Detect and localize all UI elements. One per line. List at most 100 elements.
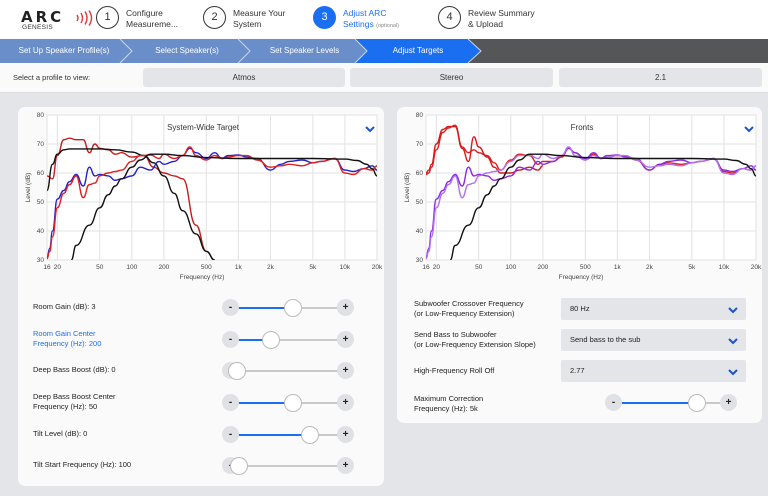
fronts-panel: 16 20 50 100 200 500 1k 2k 5k 10k 20k 30 40 50 60 70 80 F… bbox=[397, 107, 762, 423]
crossover-value: 80 Hz bbox=[570, 304, 590, 313]
slider[interactable]: -+ bbox=[222, 298, 354, 318]
step-label: Measure Your System bbox=[233, 8, 285, 30]
slider-knob[interactable] bbox=[230, 457, 249, 475]
send-bass-value: Send bass to the sub bbox=[570, 335, 641, 344]
step-label-line2: Measureme... bbox=[126, 19, 178, 29]
breadcrumb-set-up-speaker-profiles[interactable]: Set Up Speaker Profile(s) bbox=[18, 46, 110, 55]
slider-track[interactable] bbox=[620, 402, 722, 404]
slider-knob[interactable] bbox=[261, 331, 280, 349]
x-tick-label: 200 bbox=[537, 264, 548, 271]
step-label: Configure Measureme... bbox=[126, 8, 178, 30]
chevron-down-icon[interactable] bbox=[743, 124, 755, 134]
slider-fill bbox=[237, 307, 294, 309]
x-tick-label: 200 bbox=[158, 264, 169, 271]
increase-button[interactable]: + bbox=[337, 362, 354, 379]
label-line: Tilt Level (dB): 0 bbox=[33, 429, 88, 438]
decrease-button[interactable]: - bbox=[605, 394, 622, 411]
profile-button-2-1[interactable]: 2.1 bbox=[559, 68, 762, 87]
slider-label: Room Gain Center Frequency (Hz): 200 bbox=[33, 329, 101, 349]
plot-area bbox=[425, 114, 757, 261]
y-axis-label: Level (dB) bbox=[25, 173, 32, 203]
system-wide-chart: 16 20 50 100 200 500 1k 2k 5k 10k 20k 30 40 50 60 70 80 F… bbox=[25, 112, 383, 281]
slider-fill bbox=[620, 402, 697, 404]
slider-track[interactable] bbox=[237, 465, 339, 467]
x-axis-label: Frequency (Hz) bbox=[180, 274, 225, 281]
slider-track[interactable] bbox=[237, 370, 339, 372]
logo-subtext: GENESIS bbox=[22, 24, 53, 31]
breadcrumb-sep-1 bbox=[119, 39, 133, 63]
label-line: Frequency (Hz): 200 bbox=[33, 339, 102, 348]
hf-rolloff-select[interactable]: 2.77 bbox=[561, 360, 746, 382]
x-tick-label: 500 bbox=[201, 264, 212, 271]
decrease-button[interactable]: - bbox=[222, 299, 239, 316]
breadcrumb-sep-3 bbox=[354, 39, 368, 63]
step-label-line1: Configure bbox=[126, 8, 163, 18]
x-tick-label: 20 bbox=[433, 264, 441, 271]
x-tick-label: 500 bbox=[580, 264, 591, 271]
label-line: Frequency (Hz): 50 bbox=[33, 402, 98, 411]
step-label-line1: Adjust ARC bbox=[343, 8, 387, 18]
x-tick-label: 50 bbox=[475, 264, 483, 271]
x-tick-label: 50 bbox=[96, 264, 104, 271]
step-number: 4 bbox=[438, 6, 461, 29]
slider-track[interactable] bbox=[237, 434, 339, 436]
increase-button[interactable]: + bbox=[337, 426, 354, 443]
series-line-sub-target bbox=[47, 148, 215, 260]
increase-button[interactable]: + bbox=[337, 331, 354, 348]
max-correction-slider[interactable]: - + bbox=[605, 393, 737, 413]
decrease-button[interactable]: - bbox=[222, 426, 239, 443]
arc-genesis-logo: ARC GENESIS bbox=[21, 8, 93, 32]
y-tick-label: 40 bbox=[37, 228, 45, 235]
send-bass-select[interactable]: Send bass to the sub bbox=[561, 329, 746, 351]
y-tick-label: 30 bbox=[37, 257, 45, 264]
label-line: Deep Bass Boost Center bbox=[33, 392, 116, 401]
y-axis-label: Level (dB) bbox=[404, 173, 411, 203]
label-line: Tilt Start Frequency (Hz): 100 bbox=[33, 460, 132, 469]
step-number: 1 bbox=[96, 6, 119, 29]
slider-knob[interactable] bbox=[228, 362, 246, 380]
series-line-right-uncorrected bbox=[426, 125, 544, 174]
chevron-down-icon[interactable] bbox=[364, 124, 376, 134]
slider-fill bbox=[237, 434, 311, 436]
slider[interactable]: -+ bbox=[222, 330, 354, 350]
fronts-chart: 16 20 50 100 200 500 1k 2k 5k 10k 20k 30 40 50 60 70 80 F… bbox=[404, 112, 762, 281]
y-tick-label: 70 bbox=[37, 141, 45, 148]
decrease-button[interactable]: - bbox=[222, 394, 239, 411]
slider[interactable]: -+ bbox=[222, 361, 354, 381]
profile-button-stereo[interactable]: Stereo bbox=[350, 68, 553, 87]
breadcrumb-set-speaker-levels[interactable]: Set Speaker Levels bbox=[269, 46, 340, 55]
slider[interactable]: -+ bbox=[222, 456, 354, 476]
slider-track[interactable] bbox=[237, 339, 339, 341]
increase-button[interactable]: + bbox=[337, 394, 354, 411]
sound-waves-icon bbox=[76, 10, 93, 26]
crossover-select[interactable]: 80 Hz bbox=[561, 298, 746, 320]
slider[interactable]: -+ bbox=[222, 393, 354, 413]
slider[interactable]: -+ bbox=[222, 425, 354, 445]
breadcrumb-adjust-targets[interactable]: Adjust Targets bbox=[392, 46, 444, 55]
y-tick-label: 40 bbox=[416, 228, 424, 235]
step-label-line1: Measure Your bbox=[233, 8, 286, 18]
slider-knob[interactable] bbox=[284, 299, 303, 317]
profile-select-label: Select a profile to view: bbox=[13, 73, 91, 82]
step-label: Review Summary & Upload bbox=[468, 8, 535, 30]
increase-button[interactable]: + bbox=[337, 457, 354, 474]
increase-button[interactable]: + bbox=[720, 394, 737, 411]
slider-label: Tilt Start Frequency (Hz): 100 bbox=[33, 460, 131, 470]
slider-knob[interactable] bbox=[301, 426, 320, 444]
breadcrumb-bg-1 bbox=[0, 39, 132, 63]
breadcrumb-select-speakers[interactable]: Select Speaker(s) bbox=[155, 46, 219, 55]
x-tick-label: 20k bbox=[751, 264, 762, 271]
y-tick-label: 30 bbox=[416, 257, 424, 264]
increase-button[interactable]: + bbox=[337, 299, 354, 316]
x-tick-label: 100 bbox=[505, 264, 516, 271]
breadcrumb-bg-3 bbox=[238, 39, 367, 63]
decrease-button[interactable]: - bbox=[222, 331, 239, 348]
slider-knob[interactable] bbox=[687, 394, 706, 412]
slider-knob[interactable] bbox=[284, 394, 303, 412]
system-wide-panel: 16 20 50 100 200 500 1k 2k 5k 10k 20k 30 40 50 60 70 80 F… bbox=[18, 107, 384, 486]
step-label-line2: & Upload bbox=[468, 19, 503, 29]
breadcrumb-sep-2 bbox=[237, 39, 251, 63]
profile-button-atmos[interactable]: Atmos bbox=[143, 68, 345, 87]
x-tick-label: 5k bbox=[688, 264, 696, 271]
logo-text: ARC bbox=[21, 8, 65, 26]
